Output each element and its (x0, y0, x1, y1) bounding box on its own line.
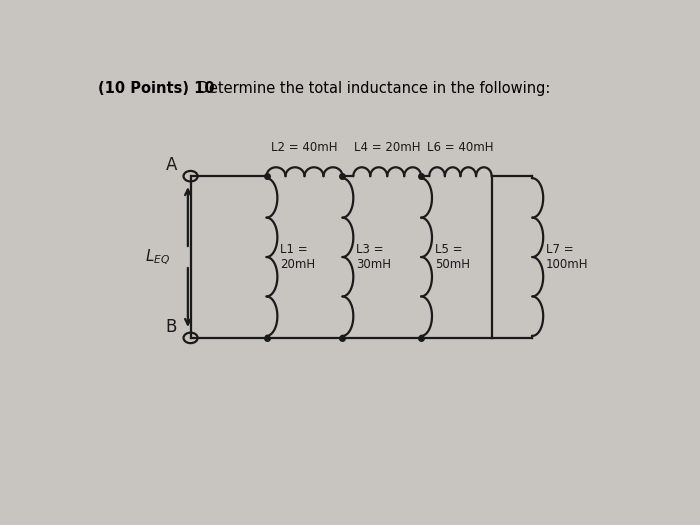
Text: L5 =
50mH: L5 = 50mH (435, 243, 470, 271)
Text: Determine the total inductance in the following:: Determine the total inductance in the fo… (193, 81, 551, 96)
Text: L1 =
20mH: L1 = 20mH (280, 243, 315, 271)
Text: A: A (166, 156, 177, 174)
Text: B: B (166, 318, 177, 336)
Text: L4 = 20mH: L4 = 20mH (354, 141, 421, 154)
Text: L6 = 40mH: L6 = 40mH (427, 141, 494, 154)
Text: L7 =
100mH: L7 = 100mH (546, 243, 589, 271)
Text: L3 =
30mH: L3 = 30mH (356, 243, 391, 271)
Text: (10 Points) 10: (10 Points) 10 (98, 81, 215, 96)
Text: L2 = 40mH: L2 = 40mH (272, 141, 337, 154)
Text: $L_{EQ}$: $L_{EQ}$ (146, 247, 171, 267)
